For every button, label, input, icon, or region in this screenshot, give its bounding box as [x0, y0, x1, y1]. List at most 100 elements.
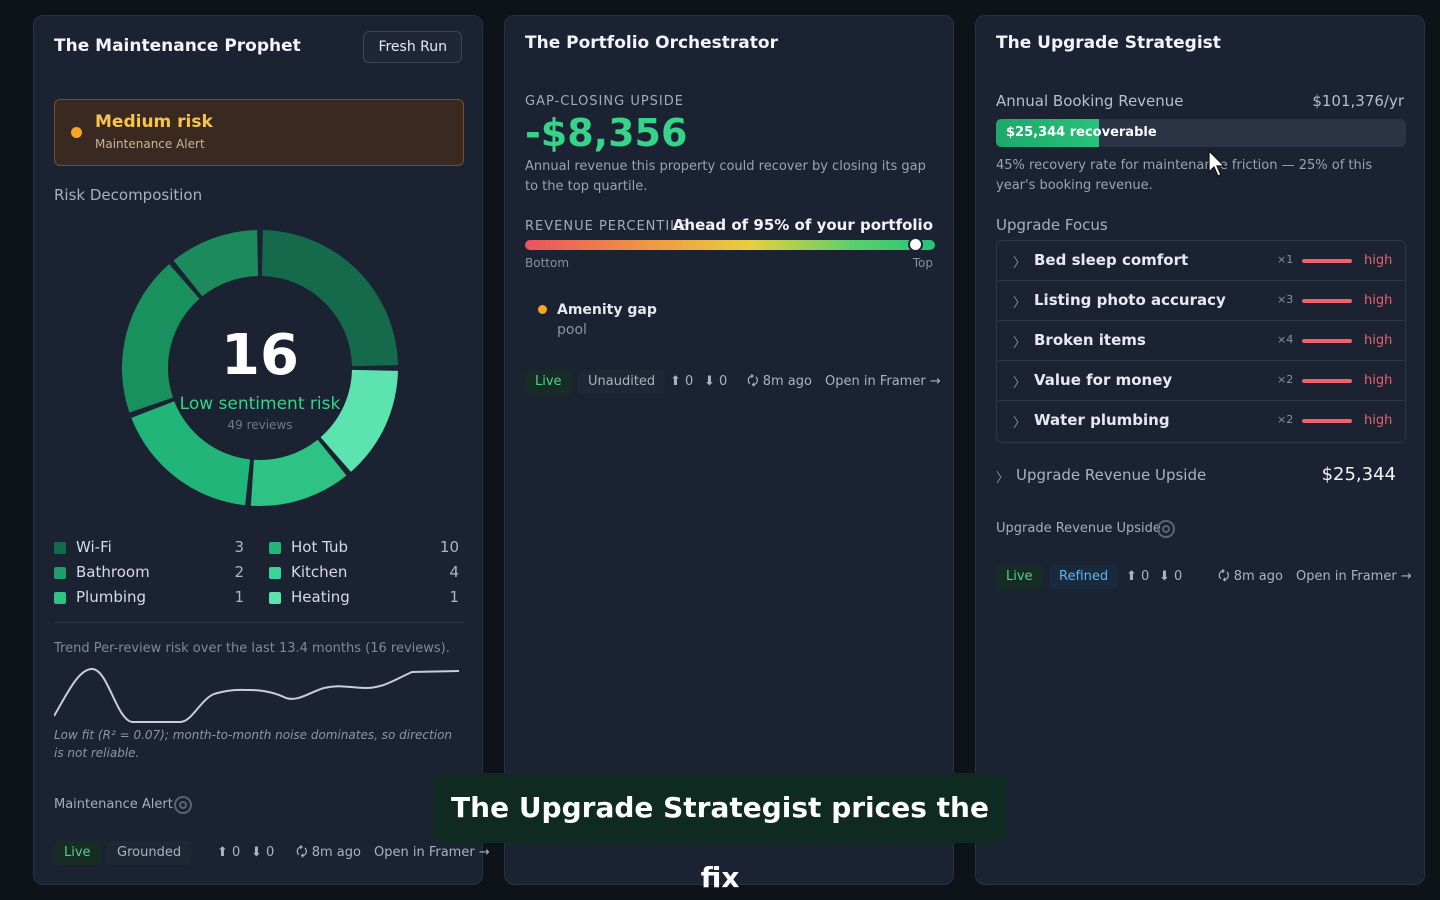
focus-item-value-for-money[interactable]: 〉 Value for money ×2 high — [997, 361, 1405, 401]
chevron-right-icon: 〉 — [1013, 256, 1027, 271]
legend-label: Heating — [291, 588, 350, 606]
card-title: The Maintenance Prophet — [54, 36, 301, 56]
unaudited-badge: Unaudited — [578, 370, 666, 394]
target-icon[interactable] — [1157, 520, 1175, 538]
downvote-button[interactable]: ⬇ 0 — [704, 374, 728, 389]
focus-item-name: Water plumbing — [1034, 411, 1170, 429]
risk-donut-chart: 16 Low sentiment risk 49 reviews — [122, 230, 398, 506]
focus-item-multiplier: ×4 — [1277, 333, 1294, 346]
focus-item-listing-photo-accuracy[interactable]: 〉 Listing photo accuracy ×3 high — [997, 281, 1405, 321]
status-bar: Live Refined ⬆ 0 ⬇ 0 🗘 8m ago Open in Fr… — [996, 565, 1412, 589]
chevron-right-icon: 〉 — [1013, 336, 1027, 351]
donut-segment-2 — [250, 439, 347, 506]
legend-label: Bathroom — [76, 563, 150, 581]
trend-note: Low fit (R² = 0.07); month-to-month nois… — [54, 728, 453, 760]
open-in-framer-link[interactable]: Open in Framer → — [1296, 569, 1412, 584]
alert-title: Medium risk — [95, 112, 213, 132]
refined-badge: Refined — [1049, 565, 1119, 589]
amenity-gap-title: Amenity gap — [557, 302, 657, 318]
recoverable-bar: $25,344 recoverable — [996, 119, 1406, 147]
chevron-right-icon: 〉 — [996, 471, 1010, 486]
upgrade-focus-list: 〉 Bed sleep comfort ×1 high 〉 Listing ph… — [996, 240, 1406, 443]
video-caption: The Upgrade Strategist prices the fix — [433, 773, 1007, 894]
legend-swatch — [54, 567, 66, 579]
legend-item-bathroom: Bathroom 2 — [54, 563, 244, 583]
revenue-value: $101,376/yr — [1312, 92, 1404, 110]
revenue-label: Annual Booking Revenue — [996, 92, 1184, 110]
donut-segment-3 — [131, 401, 251, 506]
downvote-button[interactable]: ⬇ 0 — [1159, 569, 1183, 584]
upgrade-strategist-card: The Upgrade Strategist Annual Booking Re… — [975, 15, 1425, 885]
legend-label: Wi-Fi — [76, 538, 112, 556]
severity-bar — [1302, 299, 1352, 303]
severity-label: high — [1364, 413, 1393, 428]
legend-item-plumbing: Plumbing 1 — [54, 588, 244, 608]
focus-item-name: Value for money — [1034, 371, 1173, 389]
legend-item-kitchen: Kitchen 4 — [269, 563, 459, 583]
severity-bar — [1302, 339, 1352, 343]
upvote-button[interactable]: ⬆ 0 — [217, 845, 241, 860]
percentile-bottom-label: Bottom — [525, 256, 570, 270]
severity-bar — [1302, 379, 1352, 383]
legend-swatch — [54, 592, 66, 604]
donut-center-sub: 49 reviews — [227, 418, 292, 432]
legend-count: 10 — [439, 538, 459, 556]
trend-caption: Trend Per-review risk over the last 13.4… — [54, 641, 450, 656]
legend-count: 1 — [234, 588, 244, 606]
focus-item-name: Broken items — [1034, 331, 1146, 349]
chevron-right-icon: 〉 — [1013, 376, 1027, 391]
focus-item-multiplier: ×2 — [1277, 413, 1294, 426]
section-divider — [54, 622, 464, 623]
upgrade-revenue-upside-row[interactable]: 〉 Upgrade Revenue Upside $25,344 — [996, 464, 1396, 488]
gap-description: Annual revenue this property could recov… — [525, 159, 926, 194]
recoverable-label: $25,344 recoverable — [1006, 125, 1157, 140]
upgrade-focus-label: Upgrade Focus — [996, 216, 1108, 234]
live-badge: Live — [996, 565, 1043, 589]
severity-bar — [1302, 259, 1352, 263]
risk-decomposition-label: Risk Decomposition — [54, 186, 203, 204]
legend-item-wifi: Wi-Fi 3 — [54, 538, 244, 558]
legend-count: 3 — [234, 538, 244, 556]
focus-item-multiplier: ×3 — [1277, 293, 1294, 306]
open-in-framer-link[interactable]: Open in Framer → — [825, 374, 941, 389]
percentile-top-label: Top — [912, 256, 933, 270]
live-badge: Live — [525, 370, 572, 394]
focus-item-name: Listing photo accuracy — [1034, 291, 1226, 309]
focus-item-broken-items[interactable]: 〉 Broken items ×4 high — [997, 321, 1405, 361]
target-icon[interactable] — [174, 796, 192, 814]
legend-count: 4 — [449, 563, 459, 581]
donut-segment-0 — [261, 230, 398, 367]
alert-subtitle: Maintenance Alert — [95, 137, 205, 151]
recovery-description: 45% recovery rate for maintenance fricti… — [996, 158, 1373, 193]
amenity-gap-dot — [538, 305, 547, 314]
severity-label: high — [1364, 373, 1393, 388]
refresh-timestamp: 🗘 8m ago — [1218, 569, 1283, 584]
legend-swatch — [269, 592, 281, 604]
refresh-timestamp: 🗘 8m ago — [296, 845, 361, 860]
risk-alert-banner: Medium risk Maintenance Alert — [54, 99, 464, 166]
donut-segment-4 — [122, 264, 200, 413]
upvote-button[interactable]: ⬆ 0 — [670, 374, 694, 389]
fresh-run-button[interactable]: Fresh Run — [363, 31, 462, 63]
severity-bar — [1302, 419, 1352, 423]
grounded-badge: Grounded — [107, 841, 192, 865]
card-title: The Portfolio Orchestrator — [525, 33, 778, 53]
upvote-button[interactable]: ⬆ 0 — [1126, 569, 1150, 584]
legend-label: Kitchen — [291, 563, 348, 581]
status-bar: Live Unaudited ⬆ 0 ⬇ 0 🗘 8m ago Open in … — [525, 370, 941, 394]
maintenance-prophet-card: The Maintenance Prophet Fresh Run Medium… — [33, 15, 490, 885]
focus-item-bed-sleep-comfort[interactable]: 〉 Bed sleep comfort ×1 high — [997, 241, 1405, 281]
downvote-button[interactable]: ⬇ 0 — [251, 845, 275, 860]
donut-center-label: Low sentiment risk — [180, 394, 341, 414]
recoverable-fill — [996, 119, 1099, 147]
focus-item-multiplier: ×1 — [1277, 253, 1294, 266]
legend-item-hot-tub: Hot Tub 10 — [269, 538, 459, 558]
severity-label: high — [1364, 333, 1393, 348]
focus-item-water-plumbing[interactable]: 〉 Water plumbing ×2 high — [997, 401, 1405, 441]
gap-closing-amount: -$8,356 — [525, 111, 688, 155]
percentile-label: REVENUE PERCENTILE — [525, 219, 688, 234]
severity-label: high — [1364, 293, 1393, 308]
open-in-framer-link[interactable]: Open in Framer → — [374, 845, 490, 860]
amenity-gap-value: pool — [557, 322, 587, 338]
severity-label: high — [1364, 253, 1393, 268]
